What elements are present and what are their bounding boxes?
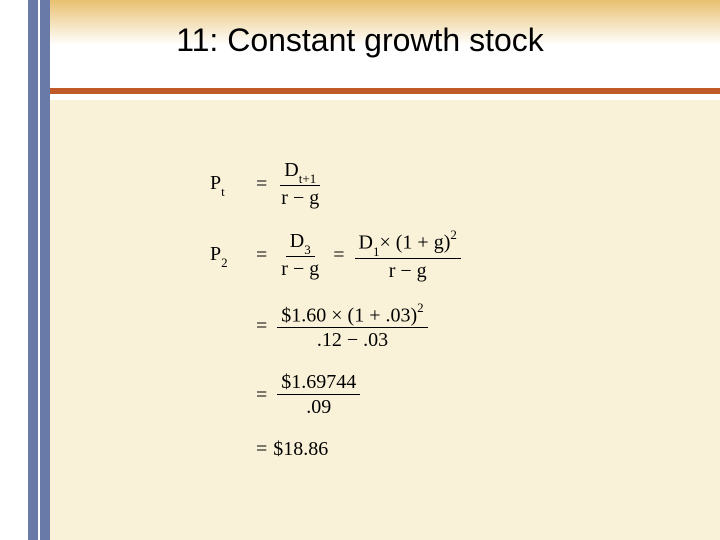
header-underline xyxy=(50,88,720,94)
slide-title: 11: Constant growth stock xyxy=(0,22,720,59)
formula-row-1: Pt = Dt+1 r − g xyxy=(210,160,465,208)
accent-vline-1 xyxy=(28,0,38,540)
accent-vline-2 xyxy=(40,0,50,540)
formula-block: Pt = Dt+1 r − g P2 = D3 r − g = D1× (1 +… xyxy=(210,160,465,459)
formula-row-2: P2 = D3 r − g = D1× (1 + g)2 r − g xyxy=(210,230,465,281)
formula-row-4: = $1.69744 .09 xyxy=(210,372,465,417)
formula-row-5: = $18.86 xyxy=(210,439,465,459)
formula-row-3: = $1.60 × (1 + .03)2 .12 − .03 xyxy=(210,303,465,351)
